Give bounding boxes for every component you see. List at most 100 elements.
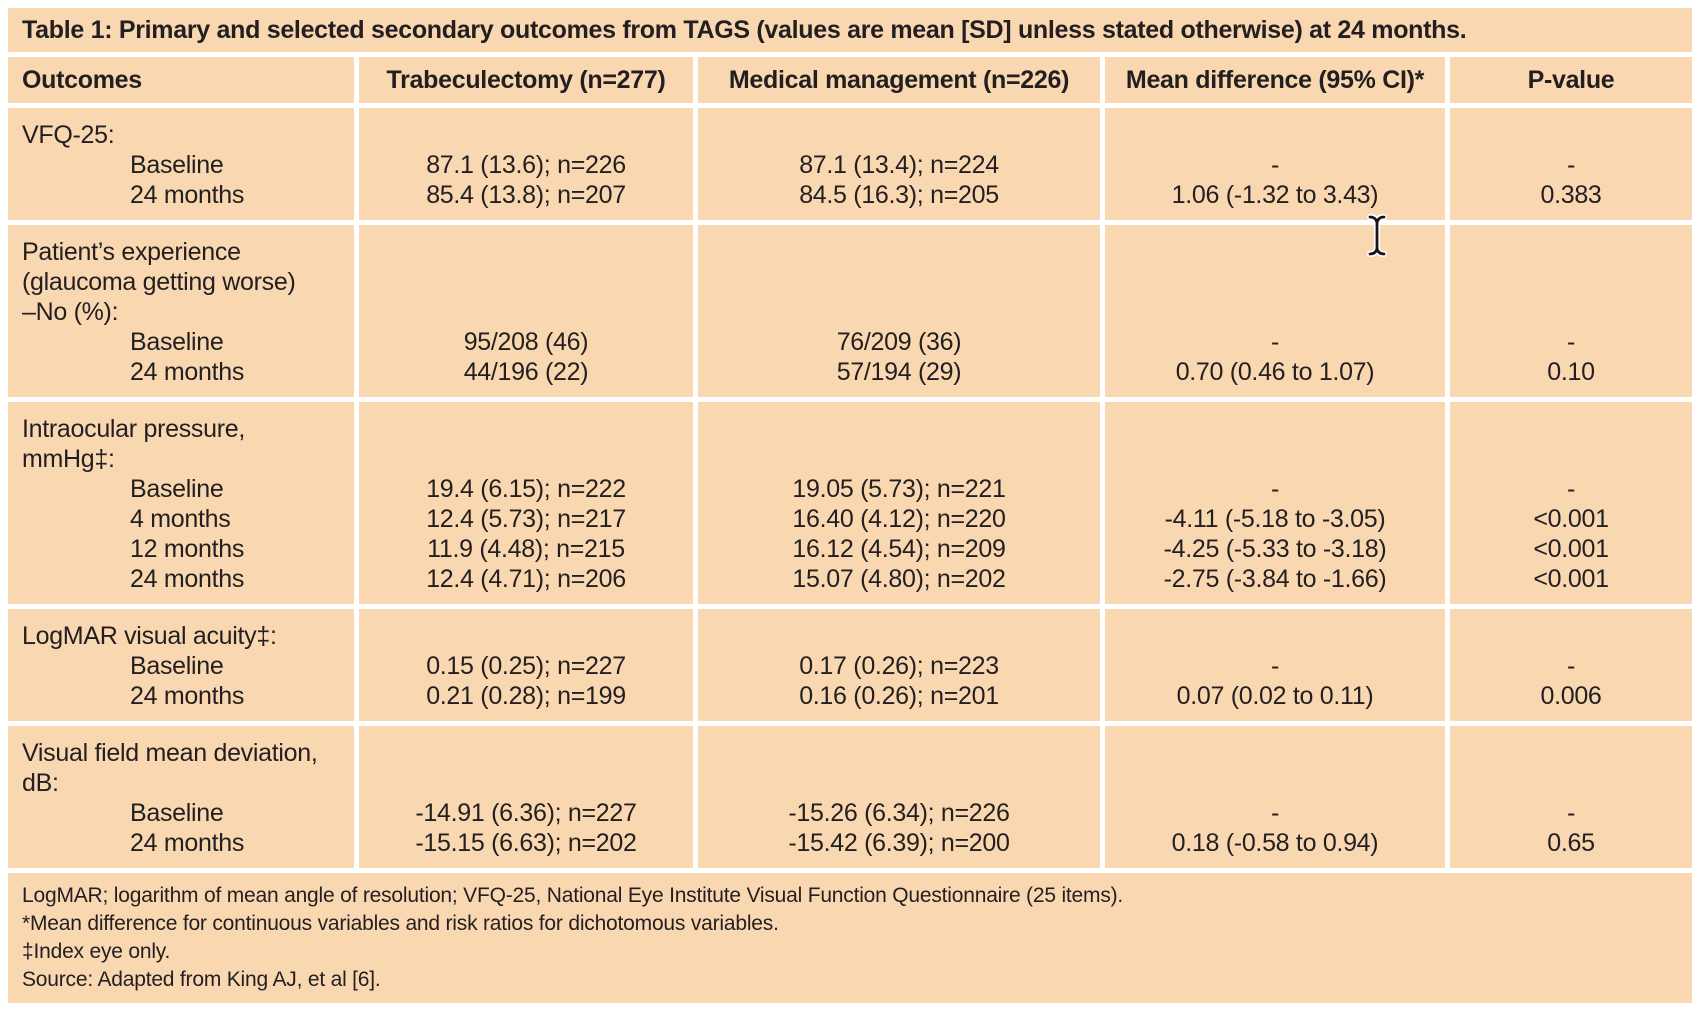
medical-management-value: 16.12 (4.54); n=209 (792, 535, 1006, 563)
outcome-cell-0: VFQ-25: Baseline 24 months (8, 108, 354, 220)
outcomes-table: Table 1: Primary and selected secondary … (8, 8, 1692, 1003)
medical-management-value: 0.17 (0.26); n=223 (799, 652, 999, 680)
medical-management-value: 87.1 (13.4); n=224 (799, 151, 999, 179)
trabeculectomy-value: 85.4 (13.8); n=207 (426, 181, 626, 209)
outcome-label: Patient’s experience (22, 238, 241, 266)
medical-management-value-cell-1: 76/209 (36) 57/194 (29) (698, 225, 1100, 397)
medical-management-value: 0.16 (0.26); n=201 (799, 682, 999, 710)
footnote-mean-difference: *Mean difference for continuous variable… (22, 912, 779, 935)
footnote-index-eye: ‡Index eye only. (22, 940, 171, 963)
timepoint-label: Baseline (130, 799, 224, 827)
trabeculectomy-value: 44/196 (22) (463, 358, 589, 386)
trabeculectomy-value: -15.15 (6.63); n=202 (415, 829, 637, 857)
p-value: - (1566, 151, 1576, 179)
trabeculectomy-value: -14.91 (6.36); n=227 (415, 799, 637, 827)
timepoint-label: 12 months (130, 535, 245, 563)
outcome-label: Visual field mean deviation, (22, 739, 318, 767)
medical-management-value-cell-4: -15.26 (6.34); n=226 -15.42 (6.39); n=200 (698, 726, 1100, 868)
mean-difference-value-cell-4: -0.18 (-0.58 to 0.94) (1105, 726, 1445, 868)
outcome-label: VFQ-25: (22, 121, 115, 149)
timepoint-label: 24 months (130, 565, 245, 593)
trabeculectomy-value: 11.9 (4.48); n=215 (427, 535, 625, 563)
timepoint-label: 4 months (130, 505, 231, 533)
column-header-mean-difference: Mean difference (95% CI)* (1105, 57, 1445, 103)
medical-management-value-cell-0: 87.1 (13.4); n=224 84.5 (16.3); n=205 (698, 108, 1100, 220)
timepoint-label: Baseline (130, 475, 224, 503)
footnote-abbreviations: LogMAR; logarithm of mean angle of resol… (22, 884, 1124, 907)
column-header-p-value: P-value (1450, 57, 1692, 103)
p-value-cell-2: - <0.001 <0.001 <0.001 (1450, 402, 1692, 604)
p-value: - (1566, 475, 1576, 503)
trabeculectomy-value: 87.1 (13.6); n=226 (426, 151, 626, 179)
p-value-cell-4: -0.65 (1450, 726, 1692, 868)
medical-management-value: 19.05 (5.73); n=221 (792, 475, 1006, 503)
footnotes: LogMAR; logarithm of mean angle of resol… (8, 873, 1692, 1003)
mean-difference-value-cell-3: -0.07 (0.02 to 0.11) (1105, 609, 1445, 721)
outcome-label: dB: (22, 769, 59, 797)
mean-difference-value-cell-2: - -4.11 (-5.18 to -3.05) -4.25 (-5.33 to -… (1105, 402, 1445, 604)
mean-difference-value: -4.25 (-5.33 to -3.18) (1163, 535, 1387, 563)
trabeculectomy-value: 12.4 (5.73); n=217 (426, 505, 626, 533)
p-value: 0.65 (1547, 829, 1595, 857)
medical-management-value: 16.40 (4.12); n=220 (792, 505, 1006, 533)
outcome-label: (glaucoma getting worse) (22, 268, 296, 296)
timepoint-label: 24 months (130, 829, 245, 857)
mean-difference-value: - (1270, 475, 1280, 503)
outcome-label: LogMAR visual acuity‡: (22, 622, 277, 650)
p-value: <0.001 (1533, 505, 1609, 533)
p-value: - (1566, 652, 1576, 680)
outcome-cell-2: Intraocular pressure, mmHg‡: Baseline 4 mon… (8, 402, 354, 604)
mean-difference-value: 1.06 (-1.32 to 3.43) (1171, 181, 1379, 209)
timepoint-label: Baseline (130, 328, 224, 356)
mean-difference-value: 0.18 (-0.58 to 0.94) (1171, 829, 1379, 857)
medical-management-value: 76/209 (36) (836, 328, 962, 356)
trabeculectomy-value-cell-2: 19.4 (6.15); n=222 12.4 (5.73); n=217 11.9… (359, 402, 693, 604)
mean-difference-value: 0.70 (0.46 to 1.07) (1175, 358, 1375, 386)
trabeculectomy-value: 0.15 (0.25); n=227 (426, 652, 626, 680)
p-value: 0.10 (1547, 358, 1595, 386)
trabeculectomy-value: 19.4 (6.15); n=222 (426, 475, 626, 503)
mean-difference-value: - (1270, 799, 1280, 827)
p-value: 0.383 (1540, 181, 1602, 209)
medical-management-value: 57/194 (29) (836, 358, 962, 386)
p-value: - (1566, 328, 1576, 356)
trabeculectomy-value-cell-0: 87.1 (13.6); n=226 85.4 (13.8); n=207 (359, 108, 693, 220)
p-value-cell-3: -0.006 (1450, 609, 1692, 721)
medical-management-value: 84.5 (16.3); n=205 (799, 181, 999, 209)
medical-management-value: 15.07 (4.80); n=202 (792, 565, 1006, 593)
outcome-cell-3: LogMAR visual acuity‡: Baseline 24 months (8, 609, 354, 721)
outcome-cell-1: Patient’s experience (glaucoma getting wo… (8, 225, 354, 397)
mean-difference-value-cell-0: -1.06 (-1.32 to 3.43) (1105, 108, 1445, 220)
p-value-cell-0: -0.383 (1450, 108, 1692, 220)
trabeculectomy-value-cell-4: -14.91 (6.36); n=227 -15.15 (6.63); n=202 (359, 726, 693, 868)
trabeculectomy-value-cell-3: 0.15 (0.25); n=227 0.21 (0.28); n=199 (359, 609, 693, 721)
outcome-label: Intraocular pressure, (22, 415, 245, 443)
mean-difference-value: - (1270, 151, 1280, 179)
timepoint-label: 24 months (130, 358, 245, 386)
mean-difference-value: -2.75 (-3.84 to -1.66) (1163, 565, 1387, 593)
outcome-cell-4: Visual field mean deviation, dB: Baseline 2… (8, 726, 354, 868)
mean-difference-value: 0.07 (0.02 to 0.11) (1176, 682, 1374, 710)
mean-difference-value: - (1270, 328, 1280, 356)
p-value: <0.001 (1533, 535, 1609, 563)
timepoint-label: Baseline (130, 151, 224, 179)
p-value: 0.006 (1540, 682, 1602, 710)
mean-difference-value-cell-1: -0.70 (0.46 to 1.07) (1105, 225, 1445, 397)
medical-management-value: -15.26 (6.34); n=226 (788, 799, 1010, 827)
medical-management-value-cell-2: 19.05 (5.73); n=221 16.40 (4.12); n=220 16… (698, 402, 1100, 604)
p-value: - (1566, 799, 1576, 827)
timepoint-label: 24 months (130, 682, 245, 710)
p-value-cell-1: -0.10 (1450, 225, 1692, 397)
mean-difference-value: -4.11 (-5.18 to -3.05) (1164, 505, 1386, 533)
outcome-label: –No (%): (22, 298, 119, 326)
trabeculectomy-value: 95/208 (46) (463, 328, 589, 356)
trabeculectomy-value: 12.4 (4.71); n=206 (426, 565, 626, 593)
trabeculectomy-value: 0.21 (0.28); n=199 (426, 682, 626, 710)
mean-difference-value: - (1270, 652, 1280, 680)
column-header-medical-management: Medical management (n=226) (698, 57, 1100, 103)
p-value: <0.001 (1533, 565, 1609, 593)
timepoint-label: 24 months (130, 181, 245, 209)
column-header-trabeculectomy: Trabeculectomy (n=277) (359, 57, 693, 103)
timepoint-label: Baseline (130, 652, 224, 680)
